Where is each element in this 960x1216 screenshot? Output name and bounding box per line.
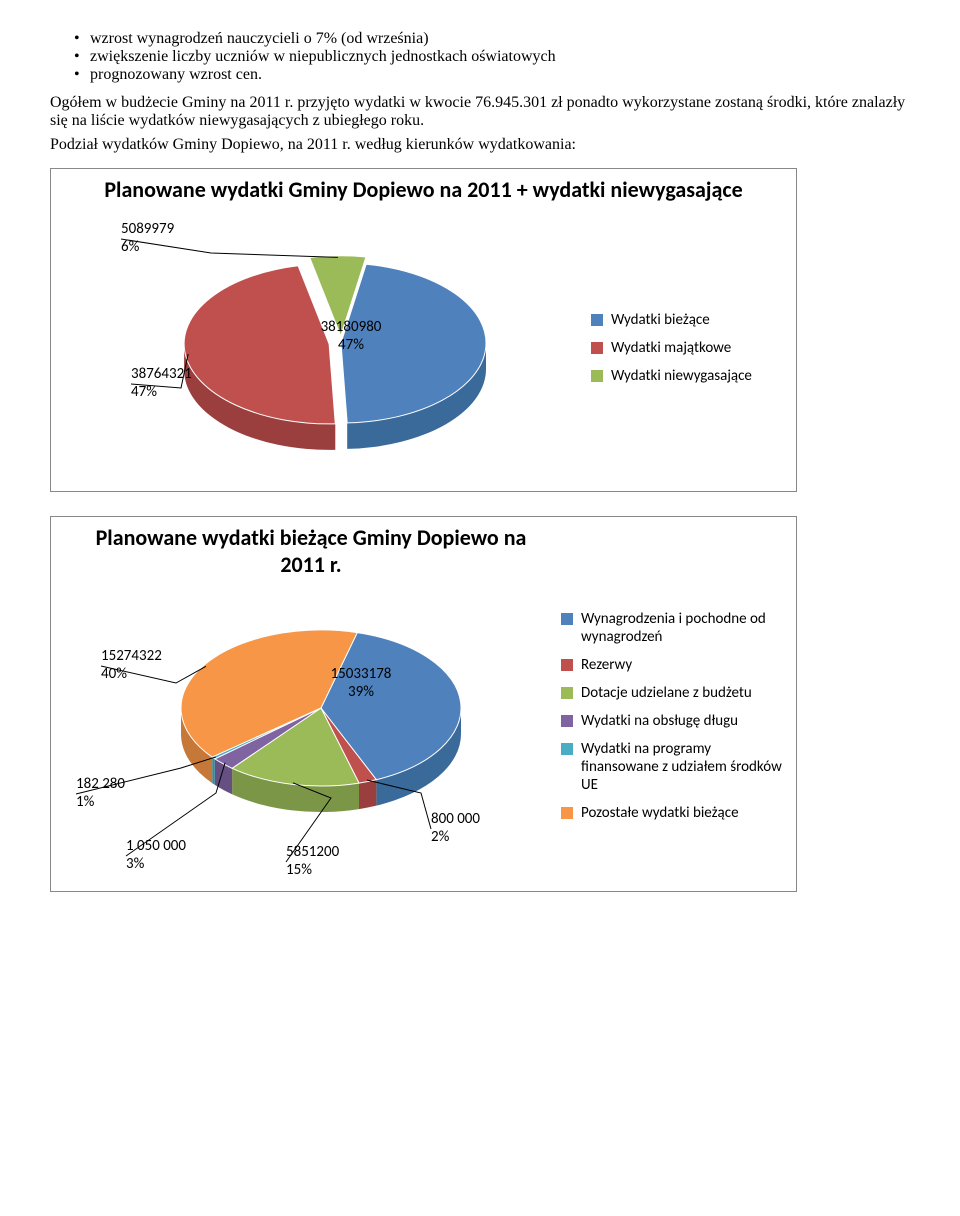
legend-label: Wydatki niewygasające — [611, 367, 752, 385]
svg-text:15274322: 15274322 — [101, 647, 162, 665]
svg-text:182 280: 182 280 — [76, 775, 125, 793]
legend-item: Dotacje udzielane z budżetu — [561, 684, 786, 702]
legend-label: Rezerwy — [581, 656, 632, 674]
legend-item: Wydatki na obsługę długu — [561, 712, 786, 730]
svg-text:5089979: 5089979 — [121, 220, 175, 238]
legend-label: Wydatki bieżące — [611, 311, 710, 329]
paragraph-2: Podział wydatków Gminy Dopiewo, na 2011 … — [50, 136, 910, 154]
svg-text:39%: 39% — [348, 683, 374, 701]
paragraph-1: Ogółem w budżecie Gminy na 2011 r. przyj… — [50, 94, 910, 130]
svg-text:38764321: 38764321 — [131, 365, 192, 383]
legend-swatch — [561, 807, 573, 819]
legend-item: Wydatki majątkowe — [591, 339, 786, 357]
legend-swatch — [591, 370, 603, 382]
bullet-item: zwiększenie liczby uczniów w niepubliczn… — [90, 48, 910, 66]
legend-item: Pozostałe wydatki bieżące — [561, 804, 786, 822]
legend-item: Wydatki niewygasające — [591, 367, 786, 385]
bullet-item: wzrost wynagrodzeń nauczycieli o 7% (od … — [90, 30, 910, 48]
legend-swatch — [561, 715, 573, 727]
legend-swatch — [561, 743, 573, 755]
legend-item: Rezerwy — [561, 656, 786, 674]
svg-text:6%: 6% — [121, 238, 140, 256]
bullet-item: prognozowany wzrost cen. — [90, 66, 910, 84]
legend-label: Wynagrodzenia i pochodne od wynagrodzeń — [581, 610, 786, 646]
svg-text:15033178: 15033178 — [331, 665, 392, 683]
svg-text:1%: 1% — [76, 793, 95, 811]
svg-text:800 000: 800 000 — [431, 810, 480, 828]
svg-text:2%: 2% — [431, 828, 450, 846]
chart-1-canvas: 3818098047%3876432147%50899796% — [61, 213, 591, 483]
legend-label: Dotacje udzielane z budżetu — [581, 684, 752, 702]
legend-label: Wydatki majątkowe — [611, 339, 731, 357]
svg-text:38180980: 38180980 — [321, 318, 382, 336]
legend-label: Wydatki na obsługę długu — [581, 712, 738, 730]
legend-swatch — [591, 342, 603, 354]
chart-1-legend: Wydatki bieżące Wydatki majątkowe Wydatki … — [591, 301, 786, 395]
legend-swatch — [561, 687, 573, 699]
chart-2-container: Planowane wydatki bieżące Gminy Dopiewo … — [50, 516, 797, 892]
svg-text:47%: 47% — [338, 336, 364, 354]
legend-item: Wydatki na programy finansowane z udział… — [561, 740, 786, 794]
chart-2-title: Planowane wydatki bieżące Gminy Dopiewo … — [61, 525, 561, 578]
svg-text:3%: 3% — [126, 855, 145, 873]
legend-item: Wydatki bieżące — [591, 311, 786, 329]
chart-2-legend: Wynagrodzenia i pochodne od wynagrodzeń R… — [561, 600, 786, 832]
legend-swatch — [561, 659, 573, 671]
chart-1-container: Planowane wydatki Gminy Dopiewo na 2011 … — [50, 168, 797, 492]
legend-swatch — [561, 613, 573, 625]
legend-label: Pozostałe wydatki bieżące — [581, 804, 739, 822]
svg-text:47%: 47% — [131, 383, 157, 401]
legend-item: Wynagrodzenia i pochodne od wynagrodzeń — [561, 610, 786, 646]
bullet-list: wzrost wynagrodzeń nauczycieli o 7% (od … — [50, 30, 910, 84]
svg-text:5851200: 5851200 — [286, 843, 340, 861]
svg-text:15%: 15% — [286, 861, 312, 878]
legend-swatch — [591, 314, 603, 326]
svg-text:1 050 000: 1 050 000 — [126, 837, 186, 855]
chart-1-title: Planowane wydatki Gminy Dopiewo na 2011 … — [61, 177, 786, 203]
legend-label: Wydatki na programy finansowane z udział… — [581, 740, 786, 794]
svg-text:40%: 40% — [101, 665, 127, 683]
chart-2-canvas: 1503317839% 800 0002% 585120015% 1 050 0003… — [61, 588, 561, 883]
